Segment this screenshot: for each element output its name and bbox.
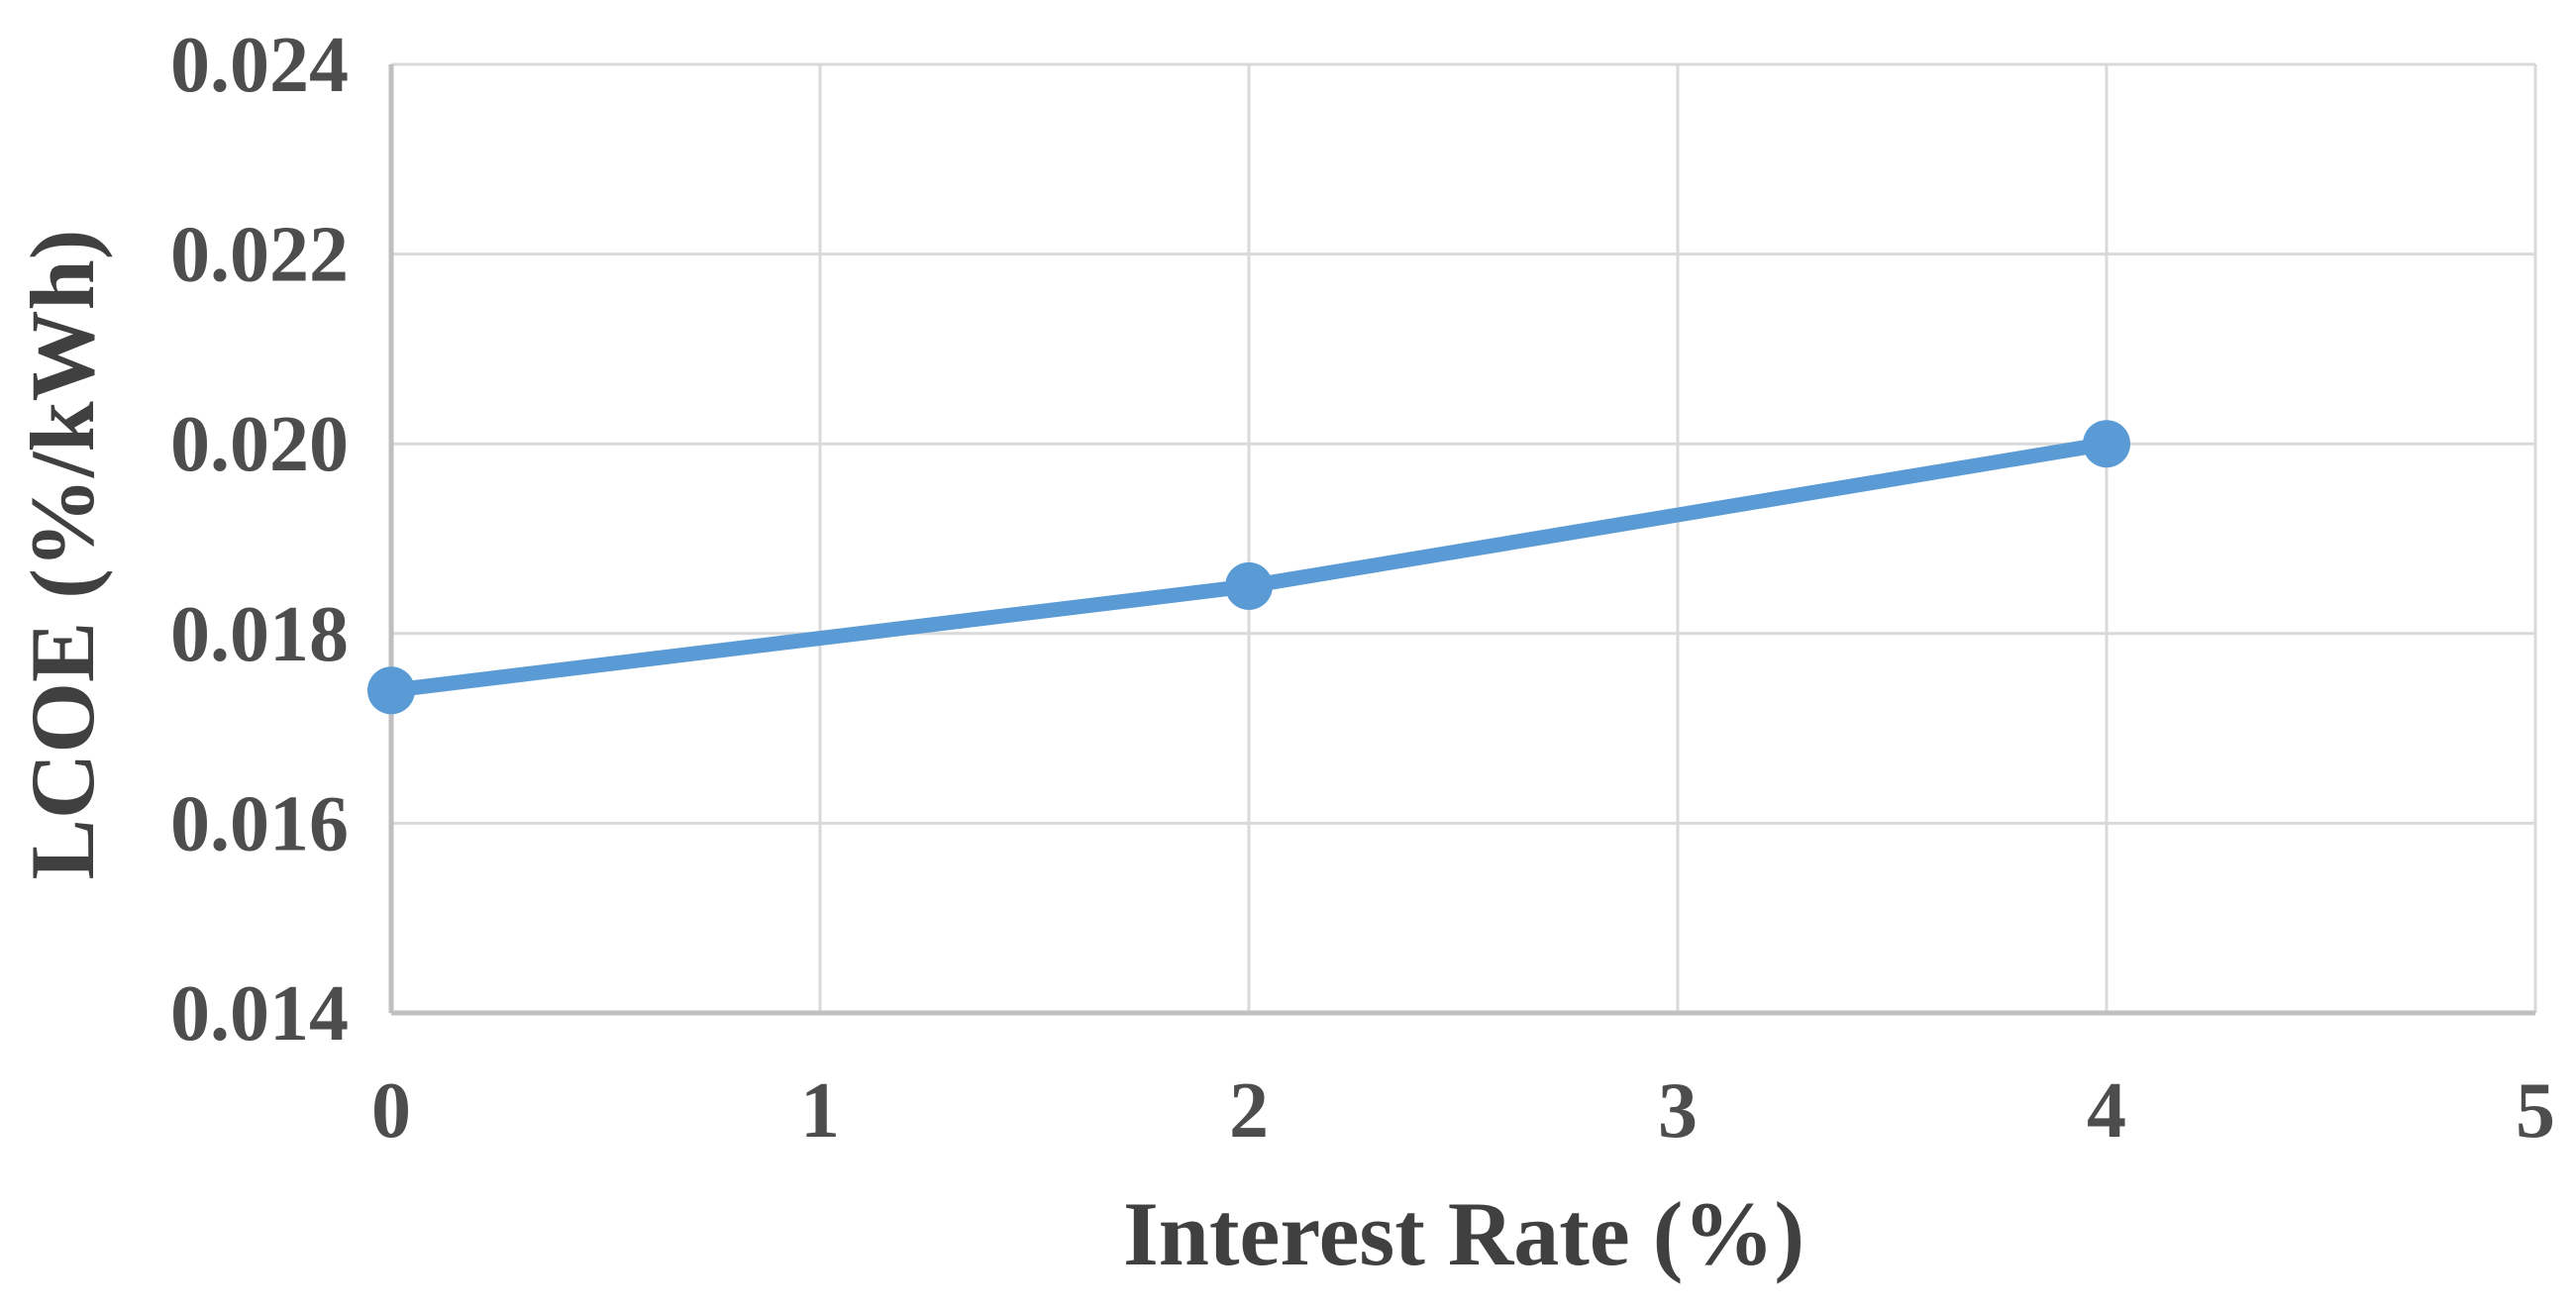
y-tick-label: 0.024 [170, 22, 349, 109]
x-tick-label: 5 [2516, 1067, 2555, 1155]
y-tick-label: 0.016 [170, 780, 349, 867]
x-tick-label: 4 [2087, 1067, 2126, 1155]
data-point-marker [367, 666, 415, 715]
data-point-marker [2083, 420, 2130, 468]
lcoe-line-series [367, 420, 2130, 715]
x-axis-title: Interest Rate (%) [1123, 1183, 1804, 1284]
x-tick-label: 3 [1658, 1067, 1698, 1155]
x-axis-tick-labels: 0 1 2 3 4 5 [371, 1067, 2555, 1155]
axis-lines [388, 64, 2535, 1016]
y-tick-label: 0.020 [170, 401, 349, 488]
y-tick-label: 0.018 [170, 591, 349, 678]
x-tick-label: 2 [1229, 1067, 1269, 1155]
y-axis-title: LCOE (%/kWh) [12, 230, 113, 880]
x-tick-label: 0 [371, 1067, 411, 1155]
y-tick-label: 0.014 [170, 970, 349, 1058]
gridlines [389, 62, 2537, 1015]
y-axis-tick-labels: 0.014 0.016 0.018 0.020 0.022 0.024 [170, 22, 349, 1058]
y-tick-label: 0.022 [170, 212, 349, 299]
data-point-marker [1225, 561, 1273, 610]
x-tick-label: 1 [800, 1067, 840, 1155]
